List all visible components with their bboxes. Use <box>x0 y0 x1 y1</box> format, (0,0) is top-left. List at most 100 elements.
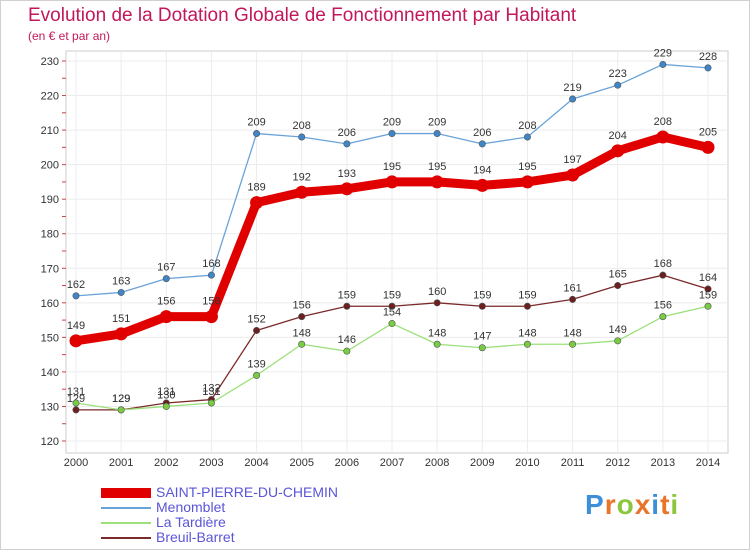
data-label: 156 <box>293 300 311 312</box>
data-point <box>388 130 396 138</box>
data-label: 194 <box>473 164 491 176</box>
x-tick-label: 2007 <box>380 457 404 469</box>
data-point <box>117 288 125 296</box>
data-label: 156 <box>157 296 175 308</box>
data-label: 204 <box>609 130 627 142</box>
data-label: 148 <box>563 327 581 339</box>
data-label: 161 <box>563 282 581 294</box>
data-label: 131 <box>202 386 220 398</box>
data-label: 159 <box>338 289 356 301</box>
data-point <box>298 313 306 321</box>
data-label: 131 <box>157 386 175 398</box>
legend-swatch <box>101 537 151 539</box>
data-label: 189 <box>247 182 265 194</box>
y-tick-label: 230 <box>41 56 59 68</box>
data-point <box>253 130 261 138</box>
data-point <box>298 133 306 141</box>
data-point <box>114 327 128 341</box>
x-tick-label: 2003 <box>199 457 223 469</box>
data-point <box>523 133 531 141</box>
data-point <box>204 310 218 324</box>
proxiti-logo: Proxiti <box>585 489 679 521</box>
data-label: 168 <box>202 258 220 270</box>
data-point <box>659 271 667 279</box>
data-label: 131 <box>67 386 85 398</box>
data-label: 130 <box>157 389 175 401</box>
data-label: 206 <box>338 127 356 139</box>
data-label: 152 <box>247 313 265 325</box>
x-tick-label: 2001 <box>109 457 133 469</box>
data-point <box>162 275 170 283</box>
data-point <box>343 140 351 148</box>
x-tick-label: 2004 <box>244 457 268 469</box>
logo-letter: i <box>670 489 680 520</box>
data-point <box>433 130 441 138</box>
data-point <box>385 175 399 189</box>
data-label: 195 <box>428 161 446 173</box>
data-label: 164 <box>699 272 717 284</box>
y-tick-label: 140 <box>41 367 59 379</box>
data-label: 159 <box>518 289 536 301</box>
x-tick-label: 2002 <box>154 457 178 469</box>
data-label: 156 <box>202 296 220 308</box>
data-point <box>704 64 712 72</box>
y-tick-label: 210 <box>41 125 59 137</box>
x-tick-label: 2009 <box>470 457 494 469</box>
data-label: 205 <box>699 126 717 138</box>
data-label: 149 <box>67 320 85 332</box>
data-point <box>430 175 444 189</box>
x-tick-label: 2011 <box>561 457 585 469</box>
data-label: 159 <box>473 289 491 301</box>
legend-label: La Tardière <box>156 514 226 530</box>
data-label: 165 <box>609 269 627 281</box>
data-point <box>207 271 215 279</box>
data-point <box>478 302 486 310</box>
data-point <box>569 95 577 103</box>
logo-letter: o <box>616 489 635 520</box>
y-tick-label: 130 <box>41 401 59 413</box>
data-point <box>298 340 306 348</box>
y-tick-label: 200 <box>41 160 59 172</box>
data-label: 163 <box>112 275 130 287</box>
legend-label: Breuil-Barret <box>156 529 235 545</box>
legend-label: Menomblet <box>156 499 226 515</box>
data-label: 168 <box>654 258 672 270</box>
data-point <box>253 371 261 379</box>
data-label: 219 <box>563 82 581 94</box>
data-point <box>704 302 712 310</box>
data-point <box>253 326 261 334</box>
data-point <box>117 406 125 414</box>
data-point <box>475 178 489 192</box>
data-label: 132 <box>202 383 220 395</box>
y-tick-label: 220 <box>41 91 59 103</box>
data-label: 229 <box>654 47 672 59</box>
data-label: 154 <box>383 307 401 319</box>
series-menomblet: 162 163 167 168 209 208 206 209 209 206 208 219 223 2… <box>67 47 717 300</box>
data-label: 167 <box>157 262 175 274</box>
logo-letter: x <box>634 489 652 520</box>
data-label: 209 <box>247 117 265 129</box>
data-point <box>520 175 534 189</box>
data-point <box>478 140 486 148</box>
x-tick-label: 2012 <box>605 457 629 469</box>
data-point <box>69 334 83 348</box>
data-point <box>388 302 396 310</box>
x-tick-label: 2010 <box>515 457 539 469</box>
data-label: 223 <box>609 68 627 80</box>
data-label: 197 <box>563 154 581 166</box>
data-point <box>659 60 667 68</box>
data-label: 139 <box>247 358 265 370</box>
data-point <box>343 302 351 310</box>
data-point <box>569 340 577 348</box>
data-label: 159 <box>699 289 717 301</box>
data-label: 151 <box>112 313 130 325</box>
x-tick-label: 2000 <box>64 457 88 469</box>
data-label: 129 <box>67 393 85 405</box>
y-tick-label: 150 <box>41 332 59 344</box>
data-label: 148 <box>293 327 311 339</box>
logo-letter: P <box>585 489 605 520</box>
data-label: 159 <box>383 289 401 301</box>
data-label: 208 <box>293 120 311 132</box>
